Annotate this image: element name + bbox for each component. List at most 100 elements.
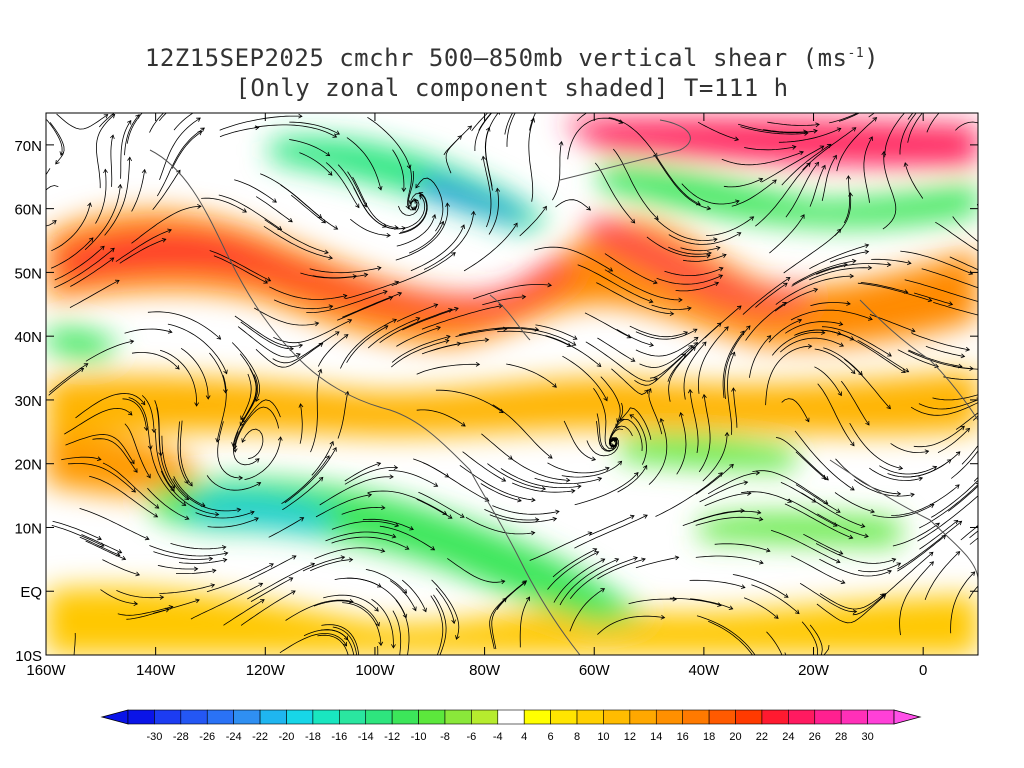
streamline <box>46 119 63 156</box>
colorbar-cell <box>418 709 446 725</box>
streamline-arrowhead <box>633 556 638 561</box>
streamline-arrowhead <box>941 534 947 540</box>
streamline-arrowhead <box>534 81 538 85</box>
streamline <box>206 475 261 491</box>
streamline-arrowhead <box>838 550 844 555</box>
streamline <box>683 254 727 262</box>
colorbar-cell <box>180 709 208 725</box>
streamline-arrowhead <box>256 482 262 487</box>
streamline <box>612 148 659 220</box>
streamline-arrowhead <box>200 502 206 507</box>
streamline <box>744 146 796 151</box>
lat-label: 10S <box>15 648 42 665</box>
streamline <box>655 472 723 517</box>
streamline-arrowhead <box>521 294 527 300</box>
streamline <box>706 216 754 236</box>
streamline <box>281 455 330 505</box>
streamline-arrowhead <box>633 472 639 477</box>
streamline <box>92 438 138 473</box>
streamline <box>447 558 505 583</box>
colorbar-label: -28 <box>173 731 189 743</box>
streamline <box>346 137 382 190</box>
streamline <box>149 445 186 506</box>
streamline-arrowhead <box>1001 406 1005 410</box>
streamline-arrowhead <box>329 440 334 446</box>
streamline <box>362 518 414 530</box>
streamline-arrowhead <box>298 343 304 349</box>
streamline-arrowhead <box>647 387 652 393</box>
streamline <box>173 476 206 507</box>
streamline-arrowhead <box>555 509 560 515</box>
streamline-arrowhead <box>766 335 772 340</box>
streamline-arrowhead <box>702 393 707 399</box>
streamline-arrowhead <box>299 517 305 522</box>
streamline-arrowhead <box>266 277 272 282</box>
streamline-arrowhead <box>214 511 220 517</box>
streamline-arrowhead <box>611 444 616 449</box>
streamline-arrowhead <box>513 222 518 228</box>
streamline-arrowhead <box>159 594 165 600</box>
streamline <box>763 129 807 133</box>
streamline <box>675 282 719 292</box>
streamline-arrowhead <box>924 449 930 455</box>
streamline-arrowhead <box>376 461 382 467</box>
colorbar-label: -22 <box>252 731 268 743</box>
streamline-arrowhead <box>161 82 165 86</box>
streamline-arrowhead <box>765 547 771 553</box>
streamline <box>913 292 953 305</box>
streamline <box>911 333 970 351</box>
streamline-arrowhead <box>691 346 696 351</box>
streamline <box>704 492 751 507</box>
streamline <box>342 602 382 646</box>
streamline-arrowhead <box>759 559 764 565</box>
streamline-arrowhead <box>577 484 582 489</box>
streamline-arrowhead <box>981 301 985 305</box>
streamline-arrowhead <box>530 117 535 123</box>
colorbar-label: 22 <box>756 731 768 743</box>
colorbar-cell <box>603 709 631 725</box>
streamline <box>904 279 978 302</box>
streamline <box>398 192 428 234</box>
streamline <box>170 543 226 550</box>
lat-label: 70N <box>14 138 42 155</box>
streamline-arrowhead <box>347 319 353 324</box>
streamline-arrowhead <box>839 342 845 347</box>
streamline <box>147 311 221 340</box>
streamline-arrowhead <box>255 458 260 463</box>
streamline <box>628 598 677 605</box>
latitude-ticks: 70N 60N 50N 40N 30N 20N 10N EQ 10S <box>14 138 978 665</box>
streamline-arrowhead <box>886 94 890 98</box>
streamline-arrowhead <box>600 588 606 593</box>
streamline <box>332 626 358 655</box>
streamline-arrowhead <box>910 103 914 107</box>
streamline-arrowhead <box>133 468 138 473</box>
colorbar-label: 14 <box>650 731 662 743</box>
streamline <box>737 123 818 134</box>
streamline <box>337 391 349 439</box>
streamline-arrowhead <box>232 448 238 453</box>
chart-title-line1: 12Z15SEP2025 cmchr 500–850mb vertical sh… <box>144 44 880 72</box>
streamline <box>778 128 841 143</box>
streamline <box>323 594 379 612</box>
streamline <box>897 520 962 570</box>
streamline-arrowhead <box>393 465 399 470</box>
streamline-arrowhead <box>969 366 974 371</box>
streamline-arrowhead <box>986 433 990 437</box>
streamline <box>817 513 869 537</box>
streamline <box>809 267 872 281</box>
streamline <box>396 304 438 322</box>
streamline-arrowhead <box>805 417 810 423</box>
colorbar-cell <box>154 709 182 725</box>
streamline-arrowhead <box>649 342 654 347</box>
streamline-arrowhead <box>918 476 924 482</box>
streamline-arrowhead <box>83 363 89 368</box>
streamline-arrowhead <box>724 431 730 437</box>
streamline-arrowhead <box>813 287 819 293</box>
streamline <box>528 118 535 202</box>
streamline <box>64 407 133 435</box>
streamline-arrowhead <box>121 555 127 561</box>
streamline <box>815 543 896 564</box>
streamline-arrowhead <box>404 545 410 550</box>
streamline-arrowhead <box>852 609 858 615</box>
streamline-arrowhead <box>263 279 268 284</box>
